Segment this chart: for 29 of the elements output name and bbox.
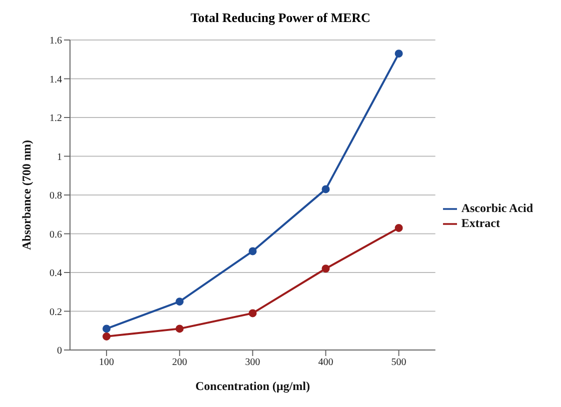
point	[322, 185, 330, 194]
point	[322, 264, 330, 273]
point	[176, 324, 184, 333]
point	[248, 309, 257, 318]
y-tick-label: 1.4	[50, 74, 62, 86]
y-axis-title: Absorbance (700 nm)	[19, 140, 34, 250]
y-tick-label: 0	[57, 346, 62, 357]
x-tick-label: 100	[99, 357, 114, 368]
point	[248, 247, 257, 256]
x-tick-label: 200	[172, 357, 188, 368]
legend-label: Ascorbic Acid	[461, 200, 533, 215]
y-tick-label: 1.6	[50, 36, 62, 47]
legend-label: Extract	[461, 216, 500, 230]
point	[394, 224, 403, 232]
x-tick-label: 400	[318, 357, 334, 368]
y-tick-label: 1.2	[50, 113, 62, 124]
y-tick-label: 0.4	[50, 268, 62, 280]
chart-title: Total Reducing Power of MERC	[190, 9, 372, 27]
y-tick-label: 1	[57, 152, 62, 163]
point	[176, 298, 184, 306]
point	[394, 50, 403, 58]
y-tick-label: 0.6	[50, 229, 62, 240]
x-tick-label: 300	[245, 357, 260, 368]
point	[102, 332, 111, 340]
y-tick-label: 0.2	[50, 306, 62, 318]
x-tick-label: 500	[391, 357, 406, 368]
y-tick-label: 0.8	[50, 190, 62, 202]
x-axis-title: Concentration (µg/ml)	[195, 379, 310, 393]
point	[102, 324, 111, 333]
